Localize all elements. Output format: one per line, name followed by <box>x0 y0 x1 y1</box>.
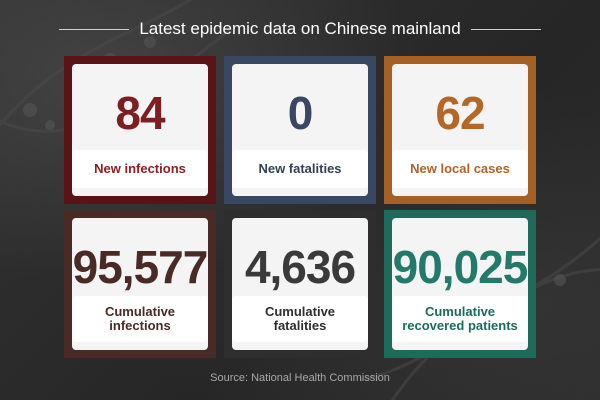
cumulative-infections-label: Cumulative infections <box>72 296 208 342</box>
card-inner: 95,577 Cumulative infections <box>72 218 208 350</box>
cumulative-fatalities-label: Cumulative fatalities <box>232 296 368 342</box>
header: Latest epidemic data on Chinese mainland <box>0 14 600 44</box>
label-line2: infections <box>109 318 171 333</box>
cumulative-infections-value: 95,577 <box>72 241 209 293</box>
cumulative-recovered-label: Cumulative recovered patients <box>392 296 528 342</box>
cumulative-fatalities-value: 4,636 <box>244 241 356 293</box>
card-new-local-cases: 62 New local cases <box>384 56 536 204</box>
new-fatalities-value: 0 <box>287 87 314 139</box>
new-infections-label: New infections <box>72 150 208 188</box>
card-inner: 90,025 Cumulative recovered patients <box>392 218 528 350</box>
source-note: Source: National Health Commission <box>210 372 390 384</box>
card-cumulative-fatalities: 4,636 Cumulative fatalities <box>224 210 376 358</box>
label-text: New infections <box>94 161 186 176</box>
new-local-cases-label: New local cases <box>392 150 528 188</box>
card-cumulative-recovered: 90,025 Cumulative recovered patients <box>384 210 536 358</box>
label-line1: Cumulative <box>264 304 336 319</box>
label-line2: recovered patients <box>402 318 518 333</box>
header-left-rule <box>59 28 130 30</box>
card-inner: 0 New fatalities <box>232 64 368 196</box>
cumulative-recovered-value: 90,025 <box>392 241 529 293</box>
label-text: New fatalities <box>258 161 342 176</box>
card-new-infections: 84 New infections <box>64 56 216 204</box>
new-local-cases-value: 62 <box>435 87 485 139</box>
card-cumulative-infections: 95,577 Cumulative infections <box>64 210 216 358</box>
label-line2: fatalities <box>273 318 327 333</box>
page-title: Latest epidemic data on Chinese mainland <box>139 19 461 38</box>
label-line1: Cumulative <box>424 304 496 319</box>
card-inner: 84 New infections <box>72 64 208 196</box>
card-inner: 62 New local cases <box>392 64 528 196</box>
new-infections-value: 84 <box>115 87 165 139</box>
header-right-rule <box>470 28 541 30</box>
card-new-fatalities: 0 New fatalities <box>224 56 376 204</box>
label-line1: Cumulative <box>104 304 176 319</box>
card-inner: 4,636 Cumulative fatalities <box>232 218 368 350</box>
new-fatalities-label: New fatalities <box>232 150 368 188</box>
label-text: New local cases <box>410 161 510 176</box>
